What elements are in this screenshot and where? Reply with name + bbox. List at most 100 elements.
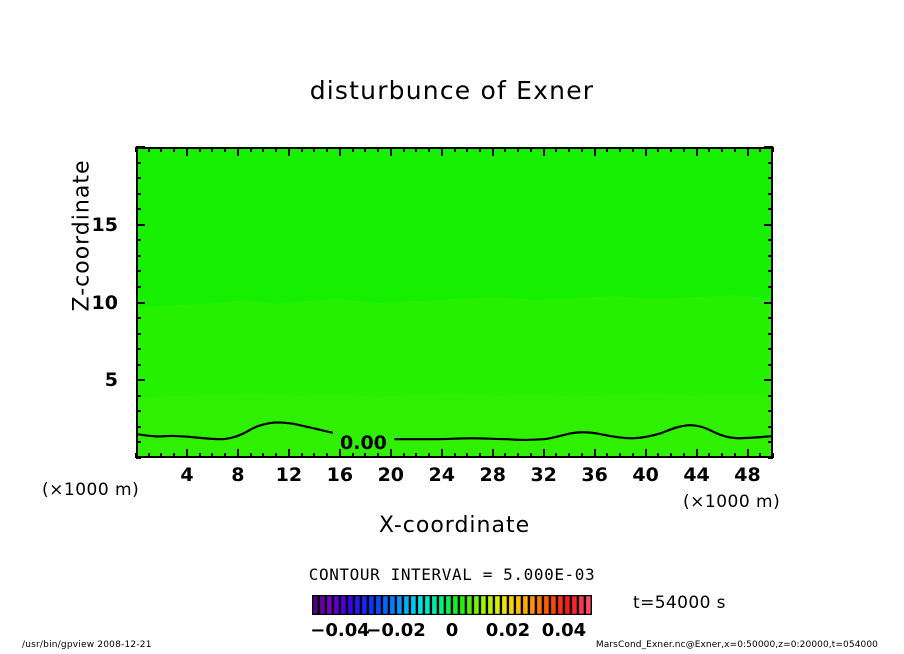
z-tick-left: [136, 332, 141, 335]
x-tick-top: [491, 147, 494, 156]
x-tick-top: [440, 147, 443, 156]
x-tick-top: [185, 147, 188, 156]
z-tick-left: [136, 425, 141, 428]
x-tick-top: [415, 147, 418, 152]
x-tick-top: [364, 147, 367, 152]
x-tick-top: [682, 147, 685, 152]
x-tick-label: 32: [530, 464, 557, 486]
x-tick-top: [160, 147, 163, 152]
z-tick-right: [768, 457, 773, 459]
y-axis-title: Z-coordinate: [69, 159, 95, 312]
x-tick-bottom: [300, 453, 303, 458]
x-tick-bottom: [466, 453, 469, 458]
colorbar-tick-label: 0: [445, 620, 459, 641]
x-tick-top: [772, 147, 774, 152]
x-tick-bottom: [249, 453, 252, 458]
x-tick-label: 8: [231, 464, 245, 486]
x-tick-top: [147, 147, 150, 152]
z-tick-left: [136, 363, 141, 366]
x-tick-bottom: [351, 453, 354, 458]
z-tick-label: 15: [91, 213, 118, 236]
x-tick-top: [262, 147, 265, 152]
x-tick-top: [249, 147, 252, 152]
x-tick-bottom: [644, 449, 647, 458]
z-tick-left: [136, 457, 141, 459]
x-tick-bottom: [389, 449, 392, 458]
x-tick-bottom: [580, 453, 583, 458]
z-tick-right: [768, 177, 773, 180]
x-tick-bottom: [147, 453, 150, 458]
x-tick-bottom: [708, 453, 711, 458]
z-tick-label: 10: [91, 291, 118, 314]
x-tick-label: 28: [479, 464, 506, 486]
x-tick-bottom: [453, 453, 456, 458]
z-tick-left: [136, 394, 141, 397]
x-tick-bottom: [759, 453, 762, 458]
x-tick-label: 12: [275, 464, 303, 486]
x-tick-bottom: [415, 453, 418, 458]
z-tick-right: [768, 410, 773, 413]
x-tick-top: [211, 147, 214, 152]
x-tick-top: [338, 147, 341, 156]
x-tick-top: [287, 147, 290, 156]
x-tick-bottom: [606, 453, 609, 458]
x-tick-label: 24: [428, 464, 455, 486]
x-tick-top: [275, 147, 278, 152]
x-tick-top: [313, 147, 316, 152]
x-tick-label: 4: [180, 464, 194, 486]
x-tick-top: [224, 147, 227, 152]
z-tick-right: [768, 254, 773, 257]
x-tick-top: [389, 147, 392, 156]
x-tick-label: 36: [581, 464, 608, 486]
x-tick-top: [173, 147, 176, 152]
colorbar-tick-label: 0.02: [485, 620, 531, 641]
z-tick-right: [768, 332, 773, 335]
z-tick-left: [136, 177, 141, 180]
contour-field: [138, 149, 771, 456]
x-tick-top: [644, 147, 647, 156]
z-tick-right: [768, 161, 773, 164]
colorbar-tick-label: 0.04: [541, 620, 587, 641]
x-tick-top: [453, 147, 456, 152]
x-tick-bottom: [542, 449, 545, 458]
z-tick-right: [768, 192, 773, 195]
footer-command: /usr/bin/gpview 2008-12-21: [22, 640, 152, 650]
x-tick-top: [198, 147, 201, 152]
x-tick-top: [300, 147, 303, 152]
z-tick-right: [768, 317, 773, 320]
colorbar-tick-label: −0.02: [366, 620, 426, 641]
x-tick-top: [657, 147, 660, 152]
z-tick-left: [136, 410, 141, 413]
z-tick-right: [764, 301, 773, 304]
z-tick-left: [136, 146, 145, 148]
x-tick-top: [580, 147, 583, 152]
z-tick-right: [768, 363, 773, 366]
x-tick-bottom: [287, 449, 290, 458]
x-axis-title: X-coordinate: [378, 513, 531, 538]
z-tick-left: [136, 348, 141, 351]
page-title: disturbunce of Exner: [309, 76, 595, 105]
x-tick-bottom: [135, 453, 137, 458]
colorbar-gradient: [312, 595, 592, 615]
x-tick-bottom: [440, 449, 443, 458]
x-tick-bottom: [402, 453, 405, 458]
x-tick-bottom: [631, 453, 634, 458]
z-tick-left: [136, 254, 141, 257]
z-tick-left: [136, 192, 141, 195]
z-tick-right: [768, 394, 773, 397]
x-tick-top: [708, 147, 711, 152]
x-axis-unit-left: (×1000 m): [42, 480, 140, 500]
z-tick-right: [764, 379, 773, 382]
z-tick-left: [136, 301, 145, 304]
x-tick-top: [135, 147, 137, 152]
z-tick-right: [768, 239, 773, 242]
x-tick-bottom: [733, 453, 736, 458]
z-tick-left: [136, 270, 141, 273]
z-tick-right: [768, 441, 773, 444]
z-tick-left: [136, 441, 141, 444]
x-tick-top: [517, 147, 520, 152]
x-tick-top: [733, 147, 736, 152]
x-tick-bottom: [173, 453, 176, 458]
x-tick-bottom: [185, 449, 188, 458]
x-tick-bottom: [670, 453, 673, 458]
